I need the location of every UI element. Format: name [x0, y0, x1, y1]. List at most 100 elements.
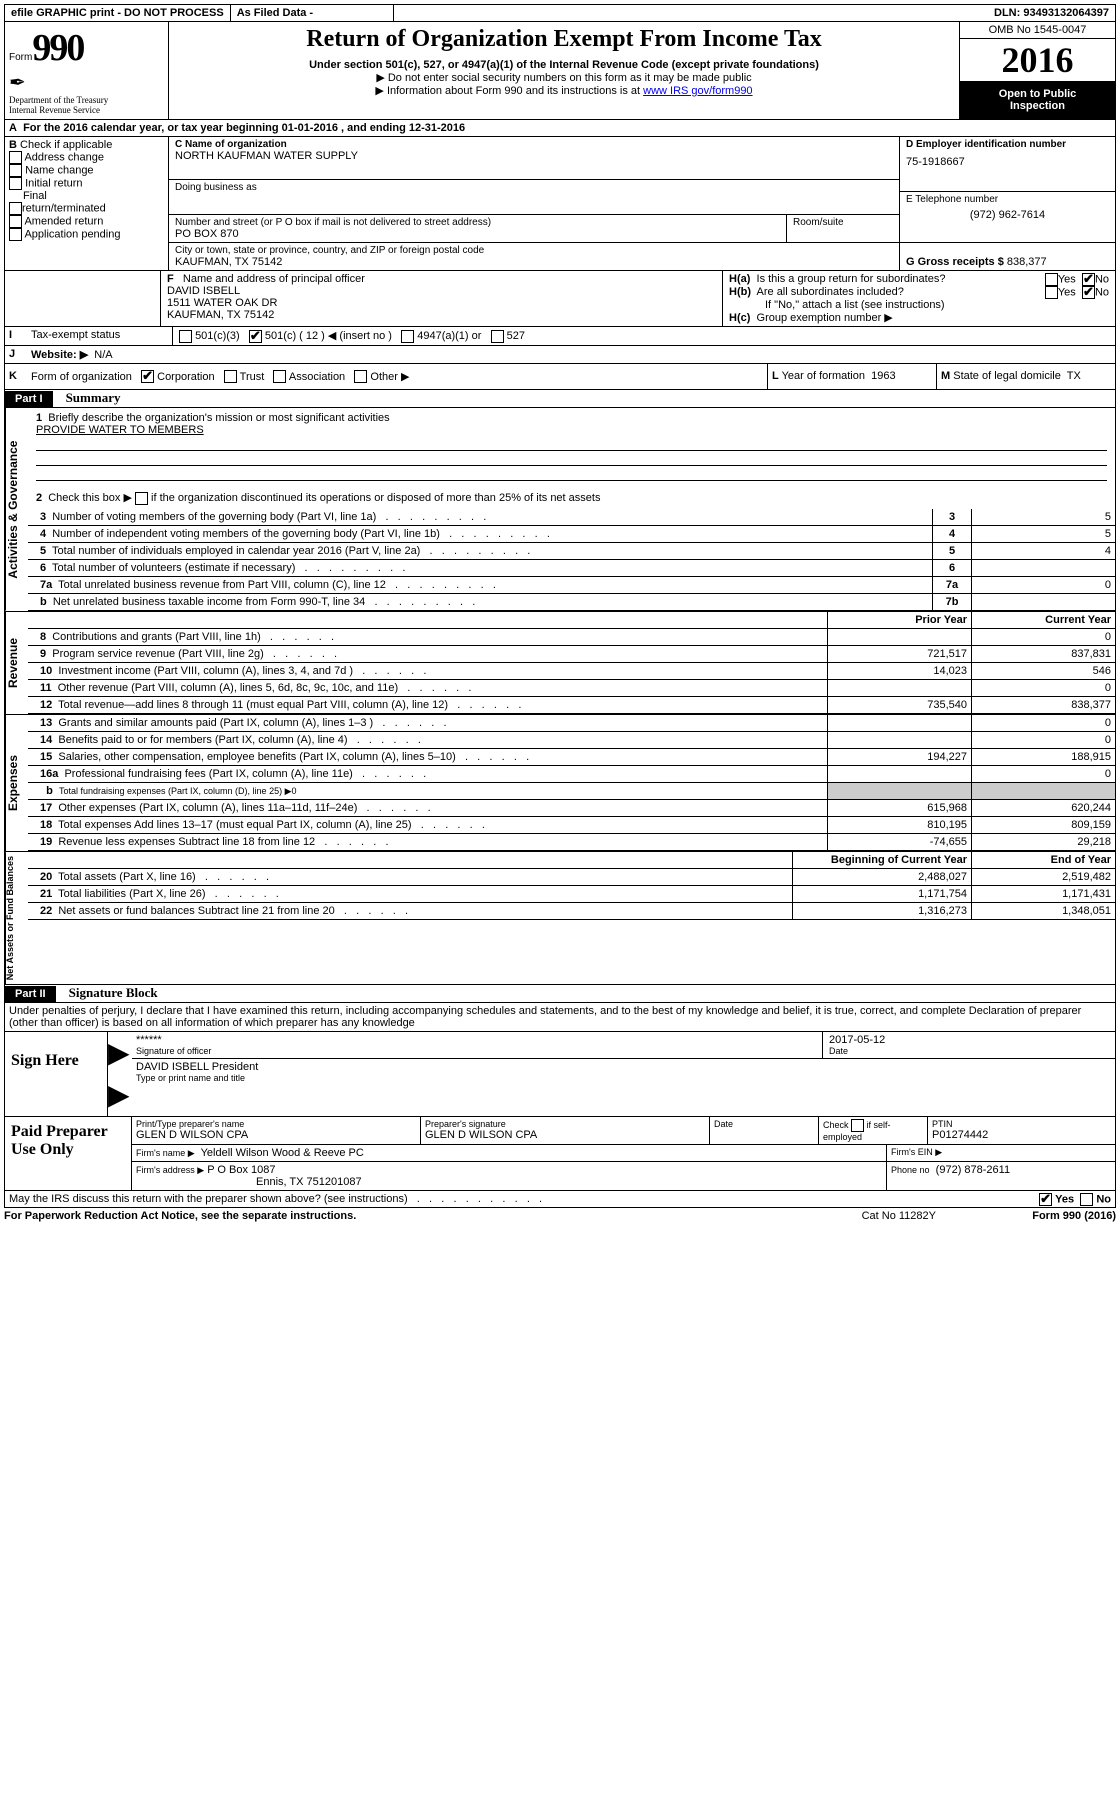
table-row: 4 Number of independent voting members o… — [28, 525, 1115, 542]
ha-yes-checkbox[interactable] — [1045, 273, 1058, 286]
table-row: 19 Revenue less expenses Subtract line 1… — [28, 833, 1115, 850]
firm-addr1: P O Box 1087 — [207, 1164, 275, 1176]
irs-link[interactable]: www IRS gov/form990 — [643, 85, 752, 97]
vert-label-netassets: Net Assets or Fund Balances — [5, 852, 28, 984]
dept-line2: Internal Revenue Service — [9, 105, 164, 115]
table-row: 13 Grants and similar amounts paid (Part… — [28, 715, 1115, 732]
prep-sig-label: Preparer's signature — [425, 1119, 705, 1129]
name-change-checkbox[interactable] — [9, 164, 22, 177]
paid-preparer-block: Paid Preparer Use Only Print/Type prepar… — [4, 1117, 1116, 1191]
4947-checkbox[interactable] — [401, 330, 414, 343]
open-inspection: Open to PublicInspection — [960, 82, 1115, 119]
firm-ein-label: Firm's EIN ▶ — [887, 1145, 1115, 1161]
addr-change-checkbox[interactable] — [9, 151, 22, 164]
org-info-block: B Check if applicable Address change Nam… — [4, 137, 1116, 271]
part-ii-header: Part II Signature Block — [4, 985, 1116, 1003]
pra-notice: For Paperwork Reduction Act Notice, see … — [4, 1210, 356, 1222]
tax-year: 2016 — [960, 39, 1115, 82]
page-footer: For Paperwork Reduction Act Notice, see … — [4, 1208, 1116, 1224]
paid-preparer-label: Paid Preparer Use Only — [5, 1117, 132, 1190]
subtitle-2: ▶ Do not enter social security numbers o… — [179, 71, 949, 84]
check-if-self: Check if self-employed — [819, 1117, 928, 1144]
prep-name: GLEN D WILSON CPA — [136, 1129, 416, 1141]
table-row: 10 Investment income (Part VIII, column … — [28, 662, 1115, 679]
declaration: Under penalties of perjury, I declare th… — [4, 1003, 1116, 1032]
col-b: B Check if applicable Address change Nam… — [5, 137, 169, 270]
irs-discuss-no-checkbox[interactable] — [1080, 1193, 1093, 1206]
irs-eagle-icon: ✒ — [9, 70, 164, 95]
netassets-table: Beginning of Current Year End of Year 20… — [28, 852, 1115, 920]
mission: PROVIDE WATER TO MEMBERS — [36, 424, 1107, 436]
table-row: 3 Number of voting members of the govern… — [28, 509, 1115, 526]
revenue-table: Prior Year Current Year 8 Contributions … — [28, 612, 1115, 714]
e-label: E Telephone number — [906, 194, 1109, 205]
irs-discuss-row: May the IRS discuss this return with the… — [4, 1191, 1116, 1208]
city-label: City or town, state or province, country… — [175, 245, 893, 256]
sig-date-label: Date — [829, 1046, 1109, 1056]
street: PO BOX 870 — [175, 228, 780, 240]
hb-yes-checkbox[interactable] — [1045, 286, 1058, 299]
table-row: 12 Total revenue—add lines 8 through 11 … — [28, 696, 1115, 713]
irs-discuss-yes-checkbox[interactable] — [1039, 1193, 1052, 1206]
officer-addr2: KAUFMAN, TX 75142 — [167, 309, 716, 321]
vert-label-activities: Activities & Governance — [5, 408, 28, 611]
h-a-text: Is this a group return for subordinates? — [757, 273, 946, 285]
hb-no-checkbox[interactable] — [1082, 286, 1095, 299]
corp-checkbox[interactable] — [141, 370, 154, 383]
section-netassets: Net Assets or Fund Balances Beginning of… — [4, 852, 1116, 985]
sig-name-label: Type or print name and title — [136, 1073, 1111, 1083]
officer-name: DAVID ISBELL — [167, 285, 716, 297]
table-row: 21 Total liabilities (Part X, line 26) .… — [28, 885, 1115, 902]
sign-here-label: Sign Here — [5, 1032, 108, 1116]
row-i: I Tax-exempt status 501(c)(3) 501(c) ( 1… — [4, 327, 1116, 346]
table-row: 6 Total number of volunteers (estimate i… — [28, 559, 1115, 576]
app-pending-checkbox[interactable] — [9, 228, 22, 241]
sign-here-block: Sign Here ▶▶ ****** Signature of officer… — [4, 1032, 1116, 1117]
room-label: Room/suite — [793, 217, 893, 228]
527-checkbox[interactable] — [491, 330, 504, 343]
street-label: Number and street (or P O box if mail is… — [175, 217, 780, 228]
h-note: If "No," attach a list (see instructions… — [729, 299, 1109, 311]
table-row: 8 Contributions and grants (Part VIII, l… — [28, 628, 1115, 645]
sign-arrow-icon: ▶▶ — [108, 1032, 132, 1116]
c-name-label: C Name of organization — [175, 139, 893, 150]
omb-number: OMB No 1545-0047 — [960, 22, 1115, 39]
form-header: Form990 ✒ Department of the Treasury Int… — [4, 22, 1116, 120]
501c-checkbox[interactable] — [249, 330, 262, 343]
firm-phone: Phone no (972) 878-2611 — [887, 1162, 1115, 1190]
table-row: 18 Total expenses Add lines 13–17 (must … — [28, 816, 1115, 833]
line1-text: Briefly describe the organization's miss… — [48, 412, 389, 424]
domicile-state: TX — [1067, 370, 1081, 382]
amended-return-checkbox[interactable] — [9, 215, 22, 228]
ptin-label: PTIN — [932, 1119, 1111, 1129]
form-footer: Form 990 (2016) — [936, 1210, 1116, 1222]
discontinued-checkbox[interactable] — [135, 492, 148, 505]
h-b-text: Are all subordinates included? — [757, 286, 904, 298]
final-return-checkbox[interactable] — [9, 202, 22, 215]
col-eoy: End of Year — [972, 852, 1116, 869]
assoc-checkbox[interactable] — [273, 370, 286, 383]
section-expenses: Expenses 13 Grants and similar amounts p… — [4, 715, 1116, 852]
self-employed-checkbox[interactable] — [851, 1119, 864, 1132]
other-checkbox[interactable] — [354, 370, 367, 383]
governance-lines: 3 Number of voting members of the govern… — [28, 509, 1115, 611]
firm-addr2: Ennis, TX 751201087 — [136, 1176, 882, 1188]
subtitle-3: ▶ Information about Form 990 and its ins… — [179, 84, 949, 97]
as-filed: As Filed Data - — [231, 5, 394, 21]
website-value: N/A — [94, 349, 112, 361]
dba-label: Doing business as — [175, 182, 893, 193]
table-row: 5 Total number of individuals employed i… — [28, 542, 1115, 559]
ein: 75-1918667 — [906, 156, 1109, 168]
initial-return-checkbox[interactable] — [9, 177, 22, 190]
ptin: P01274442 — [932, 1129, 1111, 1141]
501c3-checkbox[interactable] — [179, 330, 192, 343]
expense-table: 13 Grants and similar amounts paid (Part… — [28, 715, 1115, 851]
vert-label-expenses: Expenses — [5, 715, 28, 851]
col-c: C Name of organization NORTH KAUFMAN WAT… — [169, 137, 1115, 270]
dept-line1: Department of the Treasury — [9, 95, 164, 105]
trust-checkbox[interactable] — [224, 370, 237, 383]
col-prior: Prior Year — [828, 612, 972, 629]
prep-name-label: Print/Type preparer's name — [136, 1119, 416, 1129]
top-bar: efile GRAPHIC print - DO NOT PROCESS As … — [4, 4, 1116, 22]
table-row: 11 Other revenue (Part VIII, column (A),… — [28, 679, 1115, 696]
